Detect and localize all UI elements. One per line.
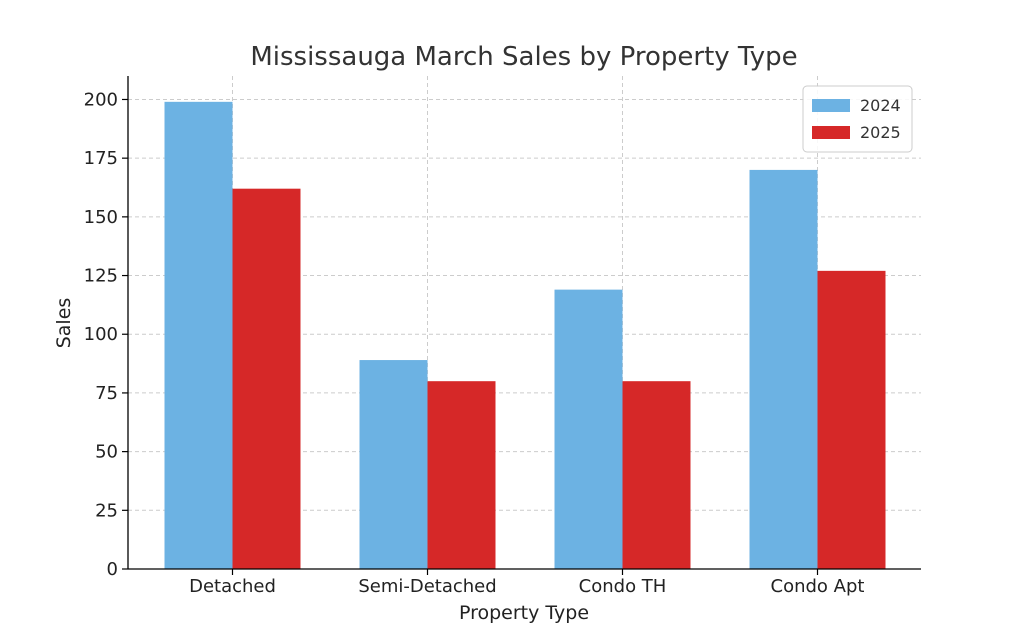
axes bbox=[122, 76, 921, 575]
y-tick-label: 0 bbox=[107, 559, 118, 580]
x-tick-label: Detached bbox=[189, 576, 276, 597]
bar-2024-condo-apt bbox=[749, 169, 818, 569]
y-tick-label: 25 bbox=[95, 500, 118, 521]
chart-title: Mississauga March Sales by Property Type bbox=[250, 42, 797, 72]
bar-2025-semi-detached bbox=[427, 381, 496, 569]
legend-swatch-2024 bbox=[812, 99, 850, 112]
x-axis-label: Property Type bbox=[459, 602, 589, 624]
bar-2024-condo-th bbox=[554, 289, 623, 569]
y-tick-label: 100 bbox=[84, 324, 118, 345]
y-tick-label: 75 bbox=[95, 383, 118, 404]
bar-2024-semi-detached bbox=[359, 360, 428, 569]
bar-2024-detached bbox=[164, 101, 233, 570]
tick-labels: 0 25 50 75 100 125 150 175 200 Detached Semi-Detac… bbox=[84, 89, 865, 597]
bar-2025-condo-th bbox=[622, 381, 691, 569]
y-tick-label: 50 bbox=[95, 442, 118, 463]
x-tick-label: Condo TH bbox=[579, 576, 667, 597]
legend-label-2024: 2024 bbox=[860, 96, 901, 115]
bar-2025-detached bbox=[232, 188, 301, 569]
y-tick-label: 175 bbox=[84, 148, 118, 169]
bar-2025-condo-apt bbox=[817, 270, 886, 569]
bars bbox=[164, 101, 886, 570]
legend-swatch-2025 bbox=[812, 126, 850, 139]
y-axis-label: Sales bbox=[53, 298, 75, 349]
y-tick-label: 200 bbox=[84, 89, 118, 110]
y-tick-label: 150 bbox=[84, 207, 118, 228]
legend-label-2025: 2025 bbox=[860, 123, 901, 142]
y-tick-label: 125 bbox=[84, 266, 118, 287]
legend: 2024 2025 bbox=[802, 85, 913, 153]
x-tick-label: Condo Apt bbox=[771, 576, 865, 597]
x-tick-label: Semi-Detached bbox=[358, 576, 496, 597]
